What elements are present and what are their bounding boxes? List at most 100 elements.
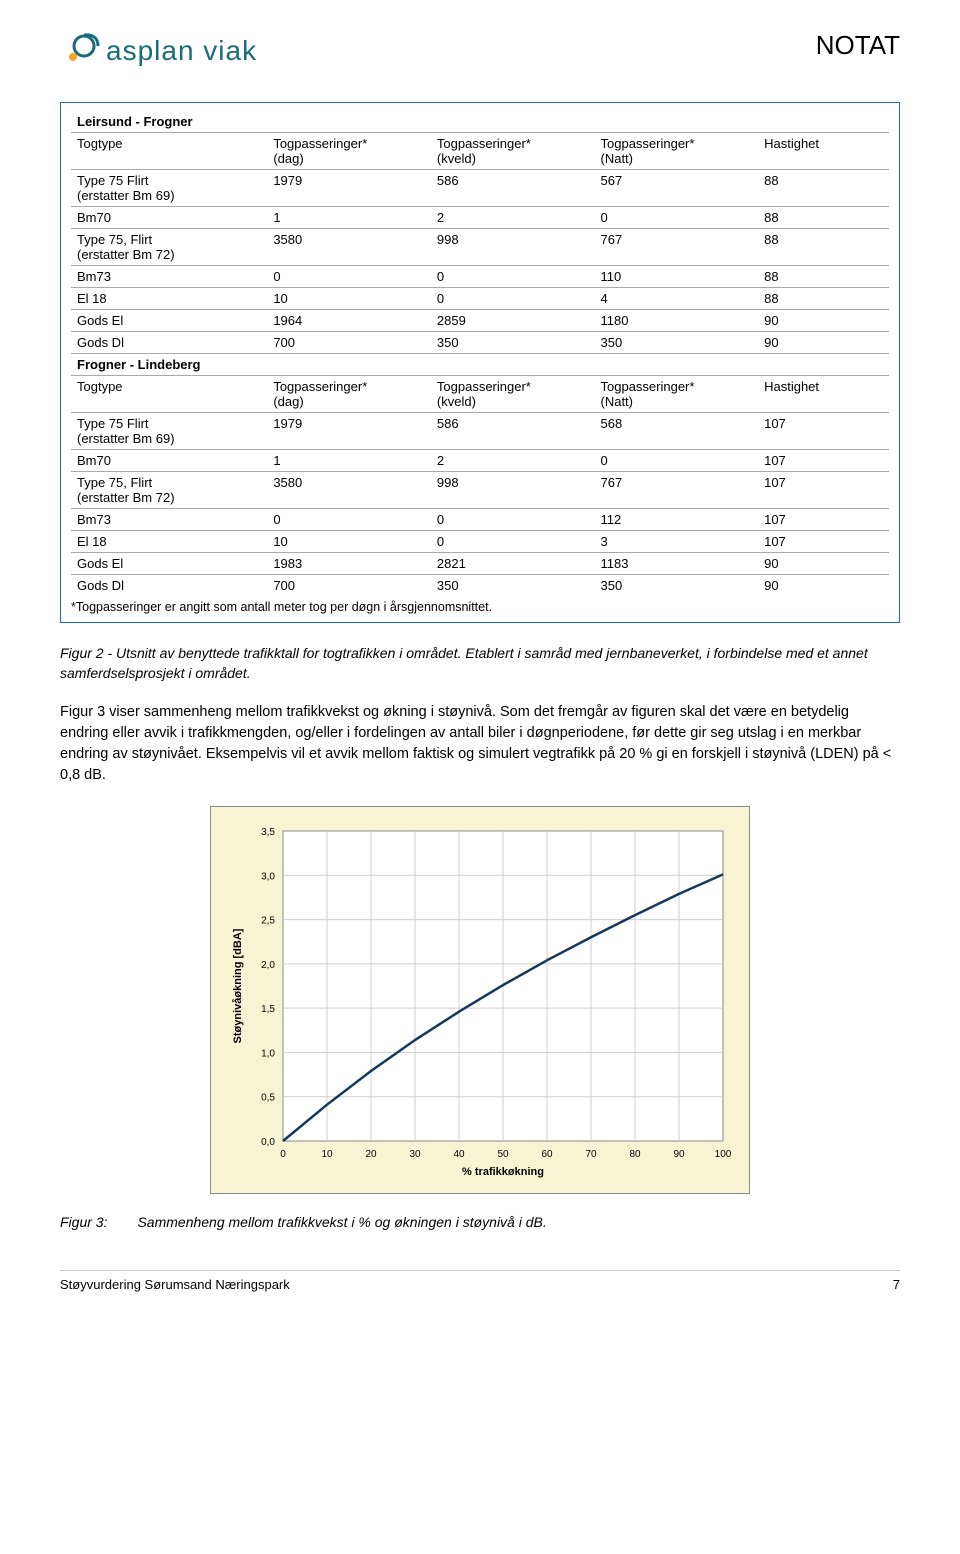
svg-text:Støynivåøkning [dBA]: Støynivåøkning [dBA] <box>232 928 244 1043</box>
logo: asplan viak <box>60 30 257 72</box>
svg-text:0: 0 <box>280 1149 286 1160</box>
table-cell: 10 <box>267 288 431 310</box>
table-row: El 181003107 <box>71 531 889 553</box>
table-cell: Type 75, Flirt(erstatter Bm 72) <box>71 472 267 509</box>
table-row: Bm7300112107 <box>71 509 889 531</box>
table-cell: 112 <box>595 509 759 531</box>
traffic-table: Leirsund - FrognerTogtypeTogpasseringer*… <box>71 111 889 596</box>
chart-container: 01020304050607080901000,00,51,01,52,02,5… <box>210 806 750 1194</box>
table-cell: 3 <box>595 531 759 553</box>
logo-text: asplan viak <box>106 35 257 67</box>
table-row: Gods Dl70035035090 <box>71 575 889 597</box>
svg-text:0,5: 0,5 <box>261 1092 275 1103</box>
table-cell: 998 <box>431 472 595 509</box>
table-cell: El 18 <box>71 288 267 310</box>
table-column-header: Togpasseringer*(kveld) <box>431 376 595 413</box>
table-cell: 568 <box>595 413 759 450</box>
table-cell: Gods Dl <box>71 332 267 354</box>
table-cell: 586 <box>431 170 595 207</box>
table-cell: Type 75, Flirt(erstatter Bm 72) <box>71 229 267 266</box>
table-cell: 0 <box>431 531 595 553</box>
table-cell: 0 <box>595 450 759 472</box>
table-cell: Type 75 Flirt(erstatter Bm 69) <box>71 170 267 207</box>
page-header: asplan viak NOTAT <box>60 30 900 72</box>
body-paragraph: Figur 3 viser sammenheng mellom trafikkv… <box>60 702 900 786</box>
table-cell: 1 <box>267 207 431 229</box>
svg-text:40: 40 <box>453 1149 465 1160</box>
svg-text:70: 70 <box>585 1149 597 1160</box>
table-cell: 3580 <box>267 229 431 266</box>
table-section-title: Frogner - Lindeberg <box>71 354 889 376</box>
doc-type-label: NOTAT <box>816 30 900 61</box>
table-cell: 90 <box>758 310 889 332</box>
table-column-header: Hastighet <box>758 133 889 170</box>
table-column-header: Togpasseringer*(Natt) <box>595 133 759 170</box>
svg-text:% trafikkøkning: % trafikkøkning <box>462 1166 544 1178</box>
table-cell: 0 <box>431 288 595 310</box>
table-cell: 4 <box>595 288 759 310</box>
svg-text:3,5: 3,5 <box>261 827 275 838</box>
svg-text:20: 20 <box>365 1149 377 1160</box>
table-row: Gods Dl70035035090 <box>71 332 889 354</box>
table-cell: 90 <box>758 575 889 597</box>
svg-text:1,0: 1,0 <box>261 1048 275 1059</box>
table-cell: 3580 <box>267 472 431 509</box>
table-cell: 2 <box>431 450 595 472</box>
table-cell: 110 <box>595 266 759 288</box>
svg-text:50: 50 <box>497 1149 509 1160</box>
body-text-span: Figur 3 viser sammenheng mellom trafikkv… <box>60 704 891 783</box>
table-row: El 18100488 <box>71 288 889 310</box>
logo-icon <box>60 30 102 72</box>
table-row: Gods El19642859118090 <box>71 310 889 332</box>
table-cell: 1979 <box>267 170 431 207</box>
traffic-table-frame: Leirsund - FrognerTogtypeTogpasseringer*… <box>60 102 900 623</box>
footer-page-number: 7 <box>893 1277 900 1292</box>
table-cell: 567 <box>595 170 759 207</box>
table-cell: 350 <box>595 575 759 597</box>
table-cell: 107 <box>758 413 889 450</box>
table-cell: 107 <box>758 450 889 472</box>
table-cell: 88 <box>758 207 889 229</box>
table-cell: 90 <box>758 332 889 354</box>
table-row: Type 75 Flirt(erstatter Bm 69)1979586568… <box>71 413 889 450</box>
figure-3-caption-row: Figur 3: Sammenheng mellom trafikkvekst … <box>60 1214 900 1230</box>
table-row: Bm7012088 <box>71 207 889 229</box>
table-cell: 350 <box>431 332 595 354</box>
table-footnote: *Togpasseringer er angitt som antall met… <box>71 596 889 614</box>
table-cell: 700 <box>267 332 431 354</box>
table-cell: 0 <box>267 509 431 531</box>
table-cell: 1180 <box>595 310 759 332</box>
table-row: Bm70120107 <box>71 450 889 472</box>
svg-text:60: 60 <box>541 1149 553 1160</box>
table-cell: 350 <box>595 332 759 354</box>
table-cell: 88 <box>758 266 889 288</box>
table-cell: Bm70 <box>71 207 267 229</box>
table-cell: 1983 <box>267 553 431 575</box>
table-cell: Bm73 <box>71 266 267 288</box>
svg-text:100: 100 <box>715 1149 732 1160</box>
svg-text:30: 30 <box>409 1149 421 1160</box>
table-cell: Gods El <box>71 553 267 575</box>
svg-text:80: 80 <box>629 1149 641 1160</box>
table-column-header: Togpasseringer*(kveld) <box>431 133 595 170</box>
table-column-header: Togpasseringer*(dag) <box>267 376 431 413</box>
table-cell: 0 <box>431 509 595 531</box>
table-cell: 2 <box>431 207 595 229</box>
table-row: Bm730011088 <box>71 266 889 288</box>
svg-text:0,0: 0,0 <box>261 1137 275 1148</box>
svg-text:1,5: 1,5 <box>261 1004 275 1015</box>
table-cell: 0 <box>595 207 759 229</box>
figure-2-caption: Figur 2 - Utsnitt av benyttede trafikkta… <box>60 643 900 684</box>
table-cell: Bm70 <box>71 450 267 472</box>
table-column-header: Togpasseringer*(Natt) <box>595 376 759 413</box>
table-cell: 88 <box>758 170 889 207</box>
table-cell: Bm73 <box>71 509 267 531</box>
table-column-header: Hastighet <box>758 376 889 413</box>
table-row: Type 75 Flirt(erstatter Bm 69)1979586567… <box>71 170 889 207</box>
footer-left: Støyvurdering Sørumsand Næringspark <box>60 1277 290 1292</box>
table-cell: 1 <box>267 450 431 472</box>
table-cell: Type 75 Flirt(erstatter Bm 69) <box>71 413 267 450</box>
svg-text:2,0: 2,0 <box>261 960 275 971</box>
table-cell: 350 <box>431 575 595 597</box>
svg-text:90: 90 <box>673 1149 685 1160</box>
